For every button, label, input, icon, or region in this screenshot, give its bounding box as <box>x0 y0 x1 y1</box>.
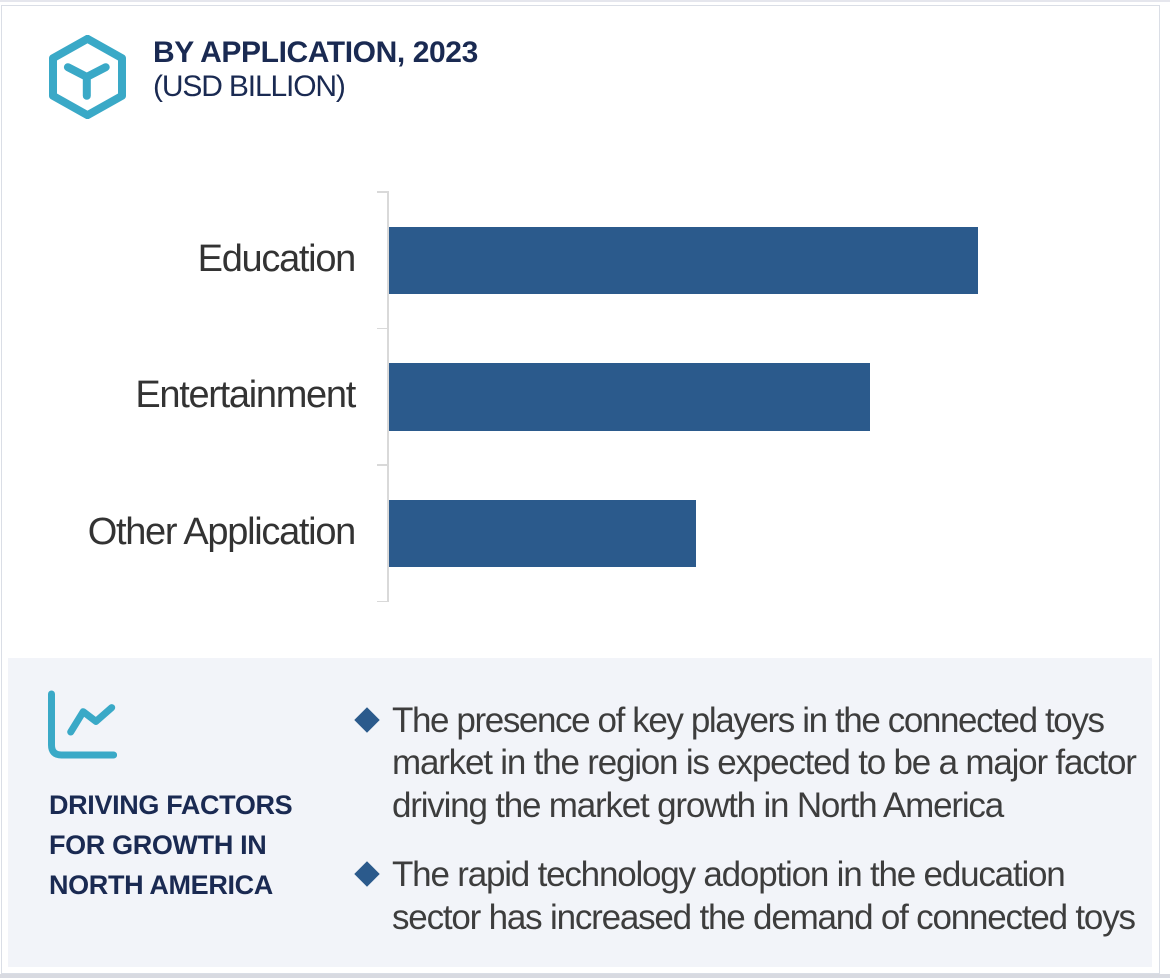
bullet-item: The presence of key players in the conne… <box>353 700 1144 828</box>
chart-title: BY APPLICATION, 2023 (USD BILLION) <box>153 36 478 103</box>
panel-heading-line: DRIVING FACTORS <box>49 790 293 821</box>
bullet-text-line: The rapid technology adoption in the edu… <box>392 855 1066 895</box>
bottom-strip <box>0 973 1170 978</box>
category-label-other-application: Other Application <box>87 510 357 553</box>
axis-tick <box>377 327 389 330</box>
bullet-list: The presence of key players in the conne… <box>353 700 1144 940</box>
panel-heading: DRIVING FACTORS FOR GROWTH IN NORTH AMERIC… <box>49 785 293 905</box>
bullet-text-line: The presence of key players in the conne… <box>392 700 1105 740</box>
axis-tick <box>377 191 389 193</box>
category-axis-line <box>387 192 389 602</box>
bullet-text-line: market in the region is expected to be a… <box>392 743 1137 783</box>
bullet-text: The rapid technology adoption in the edu… <box>392 854 1144 939</box>
driving-factors-panel <box>8 657 1152 967</box>
category-label-entertainment: Entertainment <box>135 374 356 417</box>
line-chart-icon-svg <box>48 690 118 759</box>
bar-education <box>389 226 978 294</box>
cube-hexagon-icon-svg <box>48 34 126 119</box>
diamond-bullet-icon <box>353 861 380 888</box>
panel-heading-line: FOR GROWTH IN <box>49 830 267 861</box>
bullet-text: The presence of key players in the conne… <box>392 700 1144 828</box>
bar-other-application <box>389 499 696 567</box>
bullet-item: The rapid technology adoption in the edu… <box>353 854 1144 939</box>
chart-title-line1: BY APPLICATION, 2023 <box>153 36 478 69</box>
axis-tick <box>377 464 389 466</box>
panel-heading-line: NORTH AMERICA <box>49 870 273 901</box>
cube-hexagon-icon <box>48 34 126 124</box>
bullet-text-line: sector has increased the demand of conne… <box>392 897 1136 937</box>
top-hairline <box>0 0 1170 2</box>
axis-tick <box>377 600 389 603</box>
bar-entertainment <box>389 363 871 431</box>
line-chart-icon <box>47 690 118 765</box>
bullet-text-line: driving the market growth in North Ameri… <box>392 785 1004 825</box>
chart-title-line2: (USD BILLION) <box>153 69 346 103</box>
category-label-education: Education <box>197 237 357 280</box>
diamond-bullet-icon <box>353 706 380 733</box>
